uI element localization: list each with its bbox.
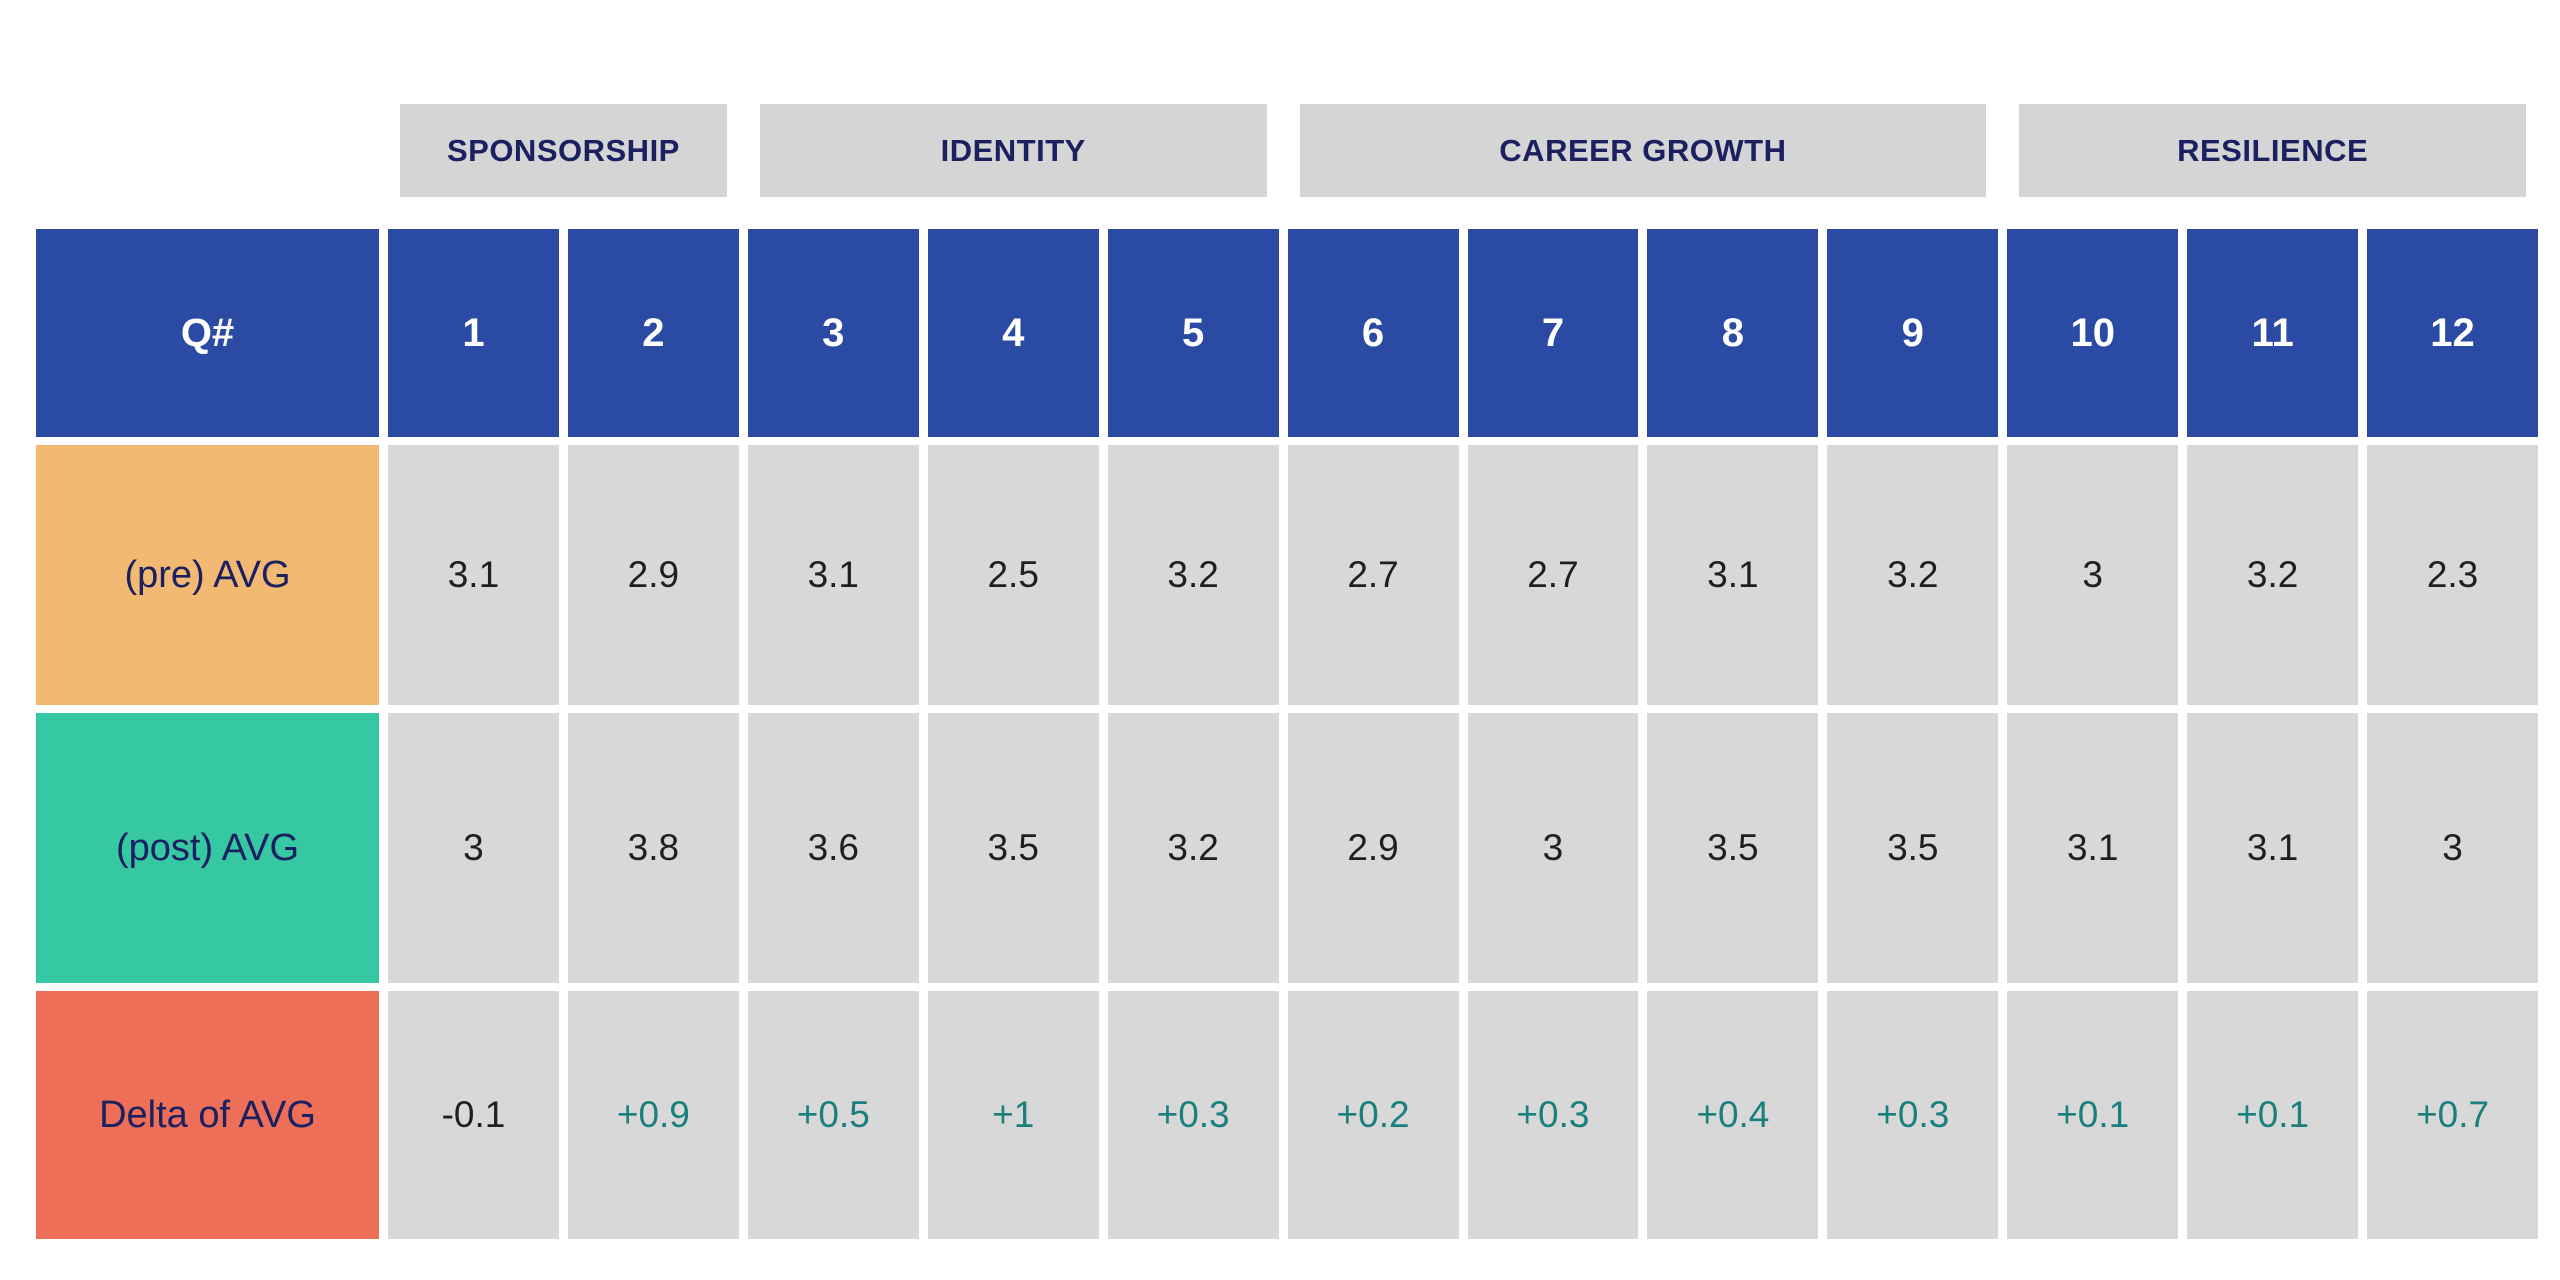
question-col-header-q6: 6: [1287, 229, 1459, 437]
q-number-header-cell: Q#: [36, 229, 379, 437]
category-header-career-growth: CAREER GROWTH: [1299, 104, 1987, 197]
post-avg-cell-q7: 3: [1467, 713, 1639, 983]
category-header-row: SPONSORSHIP IDENTITY CAREER GROWTH RESILIEN…: [36, 104, 2538, 197]
scores-table: Q# 1 2 3 4 5 6 7 8 9 10 11 12 (pre) AVG 3.1 2.9 3.1 2.5 3.…: [36, 229, 2538, 1239]
question-col-header-q8: 8: [1647, 229, 1819, 437]
delta-avg-row-label: Delta of AVG: [36, 991, 379, 1239]
delta-avg-cell-q12: +0.7: [2367, 991, 2538, 1239]
pre-avg-cell-q8: 3.1: [1647, 445, 1819, 705]
delta-avg-cell-q10: +0.1: [2007, 991, 2179, 1239]
post-avg-cell-q12: 3: [2367, 713, 2538, 983]
post-avg-row-label: (post) AVG: [36, 713, 379, 983]
post-avg-cell-q4: 3.5: [927, 713, 1099, 983]
pre-avg-cell-q7: 2.7: [1467, 445, 1639, 705]
delta-avg-cell-q8: +0.4: [1647, 991, 1819, 1239]
delta-avg-cell-q6: +0.2: [1287, 991, 1459, 1239]
question-col-header-q4: 4: [927, 229, 1099, 437]
pre-avg-cell-q12: 2.3: [2367, 445, 2538, 705]
question-col-header-q2: 2: [567, 229, 739, 437]
post-avg-cell-q6: 2.9: [1287, 713, 1459, 983]
question-col-header-q11: 11: [2187, 229, 2359, 437]
question-col-header-q9: 9: [1827, 229, 1999, 437]
pre-avg-cell-q5: 3.2: [1107, 445, 1279, 705]
post-avg-cell-q11: 3.1: [2187, 713, 2359, 983]
delta-avg-cell-q9: +0.3: [1827, 991, 1999, 1239]
pre-avg-cell-q1: 3.1: [388, 445, 559, 705]
delta-avg-cell-q7: +0.3: [1467, 991, 1639, 1239]
delta-avg-cell-q2: +0.9: [567, 991, 739, 1239]
delta-avg-cell-q5: +0.3: [1107, 991, 1279, 1239]
pre-avg-cell-q10: 3: [2007, 445, 2179, 705]
pre-avg-cell-q11: 3.2: [2187, 445, 2359, 705]
pre-avg-cell-q6: 2.7: [1287, 445, 1459, 705]
post-avg-cell-q9: 3.5: [1827, 713, 1999, 983]
post-avg-cell-q3: 3.6: [747, 713, 919, 983]
question-col-header-q3: 3: [747, 229, 919, 437]
question-col-header-q5: 5: [1107, 229, 1279, 437]
delta-avg-cell-q4: +1: [927, 991, 1099, 1239]
pre-avg-row-label: (pre) AVG: [36, 445, 379, 705]
category-header-resilience: RESILIENCE: [2019, 104, 2526, 197]
post-avg-cell-q10: 3.1: [2007, 713, 2179, 983]
pre-avg-cell-q3: 3.1: [747, 445, 919, 705]
category-header-sponsorship: SPONSORSHIP: [400, 104, 727, 197]
delta-avg-cell-q1: -0.1: [388, 991, 559, 1239]
post-avg-cell-q5: 3.2: [1107, 713, 1279, 983]
question-col-header-q10: 10: [2007, 229, 2179, 437]
pre-avg-cell-q4: 2.5: [927, 445, 1099, 705]
pre-avg-cell-q9: 3.2: [1827, 445, 1999, 705]
delta-avg-cell-q3: +0.5: [747, 991, 919, 1239]
delta-avg-cell-q11: +0.1: [2187, 991, 2359, 1239]
post-avg-cell-q8: 3.5: [1647, 713, 1819, 983]
post-avg-cell-q1: 3: [388, 713, 559, 983]
pre-avg-cell-q2: 2.9: [567, 445, 739, 705]
post-avg-cell-q2: 3.8: [567, 713, 739, 983]
question-col-header-q1: 1: [388, 229, 559, 437]
question-col-header-q7: 7: [1467, 229, 1639, 437]
category-header-identity: IDENTITY: [759, 104, 1267, 197]
question-col-header-q12: 12: [2367, 229, 2538, 437]
